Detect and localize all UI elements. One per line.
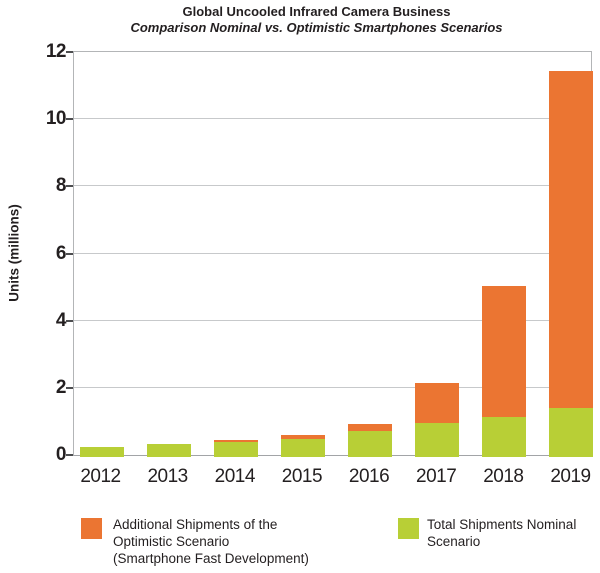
bar-2018-additional [482,285,527,417]
title-block: Global Uncooled Infrared Camera Business… [40,4,593,35]
xlabel-2015: 2015 [281,466,323,487]
bar-2014 [213,440,258,457]
ytick-6: 6 [55,242,67,264]
bar-2019 [549,70,594,457]
bar-2016-additional [348,424,393,431]
bar-2016-nominal [348,430,393,457]
plot-area [73,51,594,457]
bar-2013-nominal [146,443,191,457]
xlabel-2013: 2013 [147,466,188,487]
gridline-10 [74,118,591,120]
bar-2016 [348,424,393,457]
ytick-mark-6 [66,252,73,255]
gridline-6 [74,252,591,254]
bar-2015 [280,435,325,457]
bar-2017 [415,383,460,457]
ytick-mark-2 [66,386,73,389]
bar-2012 [79,446,124,457]
legend-swatch-nominal [398,518,419,539]
ytick-4: 4 [55,309,67,331]
xlabel-2017: 2017 [416,466,457,487]
ytick-mark-10 [66,118,73,121]
ytick-10: 10 [45,108,67,130]
ytick-mark-4 [66,319,73,322]
ytick-8: 8 [55,175,67,197]
gridline-4 [74,319,591,321]
bar-2014-additional [213,440,258,442]
gridline-2 [74,386,591,388]
bar-2015-nominal [280,438,325,457]
gridline-8 [74,185,591,187]
bar-2012-nominal [79,446,124,457]
bar-2015-additional [280,435,325,439]
bar-2017-nominal [415,423,460,457]
xlabel-2018: 2018 [483,466,524,487]
xlabel-2016: 2016 [348,466,390,487]
bar-2018-nominal [482,416,527,457]
chart-title: Global Uncooled Infrared Camera Business [182,4,451,19]
xlabel-2012: 2012 [80,466,121,487]
ytick-2: 2 [55,376,67,398]
ytick-0: 0 [55,444,67,465]
ytick-mark-0 [66,454,73,456]
ytick-mark-12 [66,51,73,53]
bar-2018 [482,285,527,457]
bar-2019-nominal [549,408,594,457]
ytick-mark-8 [66,185,73,188]
y-axis-label: Units (millions) [6,204,22,302]
bar-2019-additional [549,70,594,409]
bar-2017-additional [415,383,460,424]
ytick-12: 12 [45,41,67,62]
xlabel-2014: 2014 [214,466,256,487]
bar-2013 [146,443,191,457]
chart-subtitle: Comparison Nominal vs. Optimistic Smartp… [130,19,503,35]
legend-label-optimistic: Additional Shipments of the Optimistic Sc… [113,517,309,567]
legend-label-nominal: Total Shipments Nominal Scenario [427,517,577,550]
legend-swatch-optimistic [81,518,102,539]
xlabel-2019: 2019 [550,466,591,487]
bar-2014-nominal [213,441,258,457]
